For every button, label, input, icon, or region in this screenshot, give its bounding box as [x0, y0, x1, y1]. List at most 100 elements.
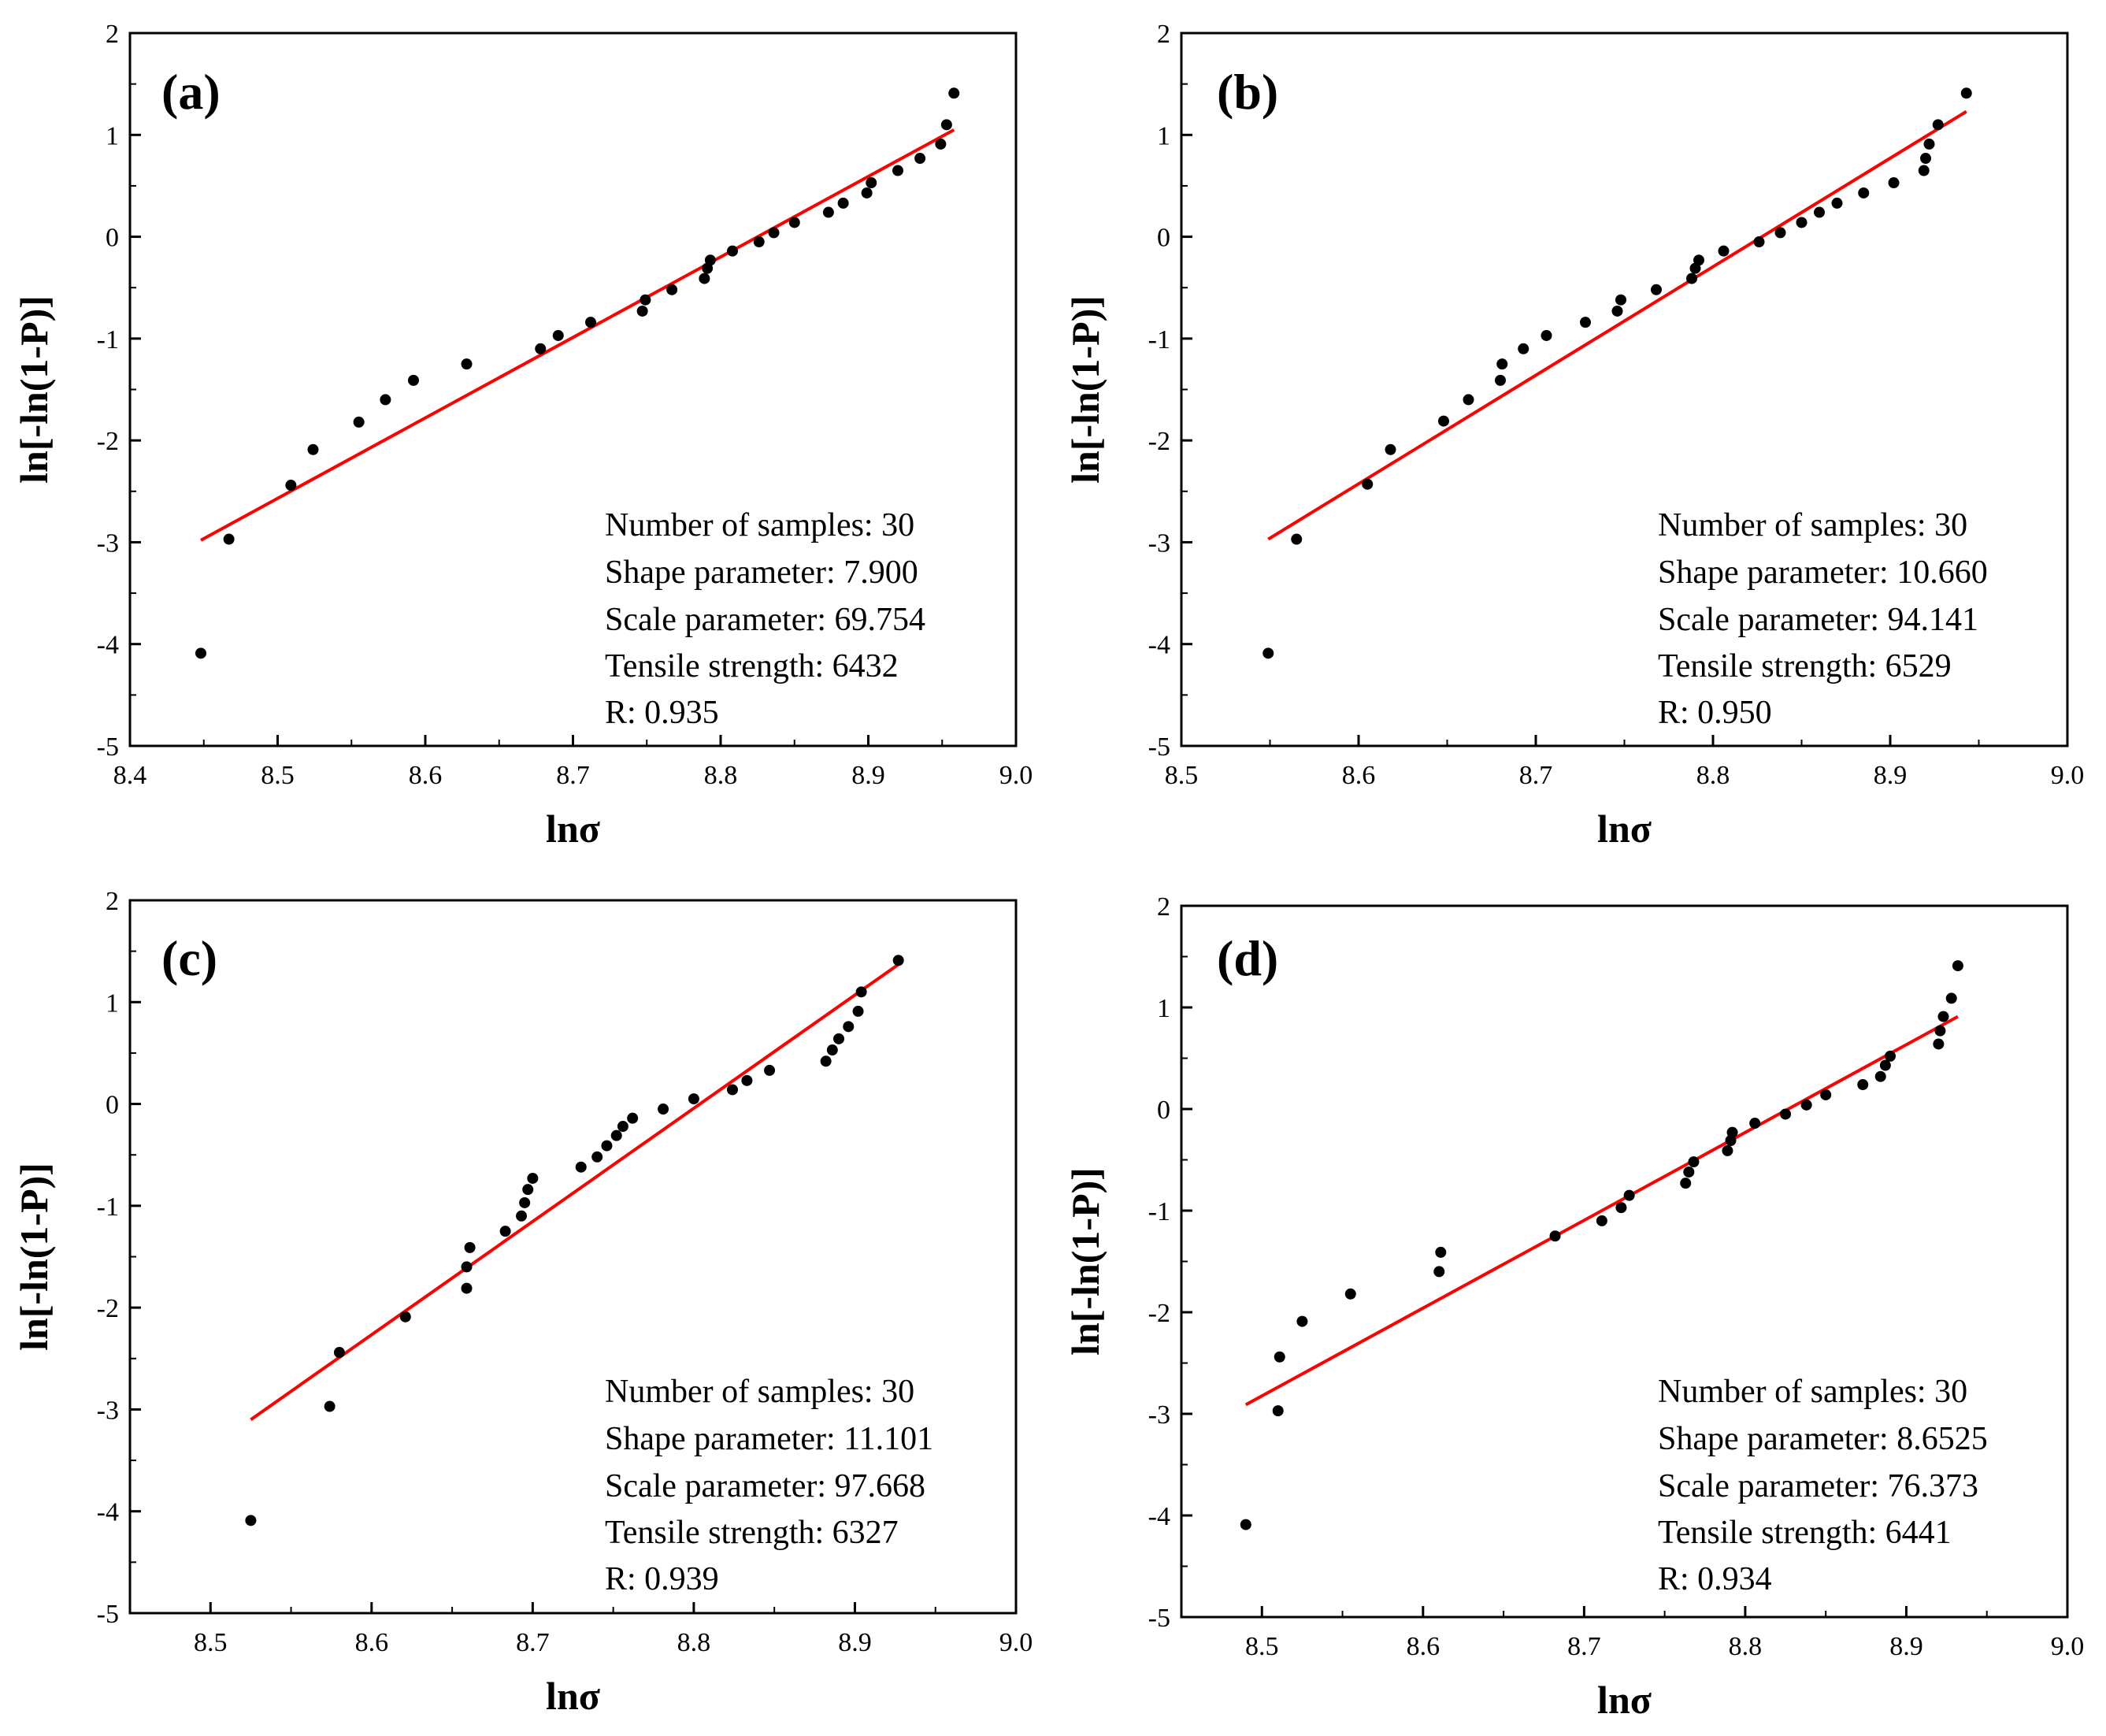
panel-label: (b)	[1217, 64, 1278, 120]
x-tick-label: 8.5	[261, 761, 295, 790]
x-tick-label: 8.8	[677, 1628, 711, 1657]
data-point	[324, 1400, 336, 1412]
data-point	[914, 153, 926, 165]
data-point	[753, 236, 765, 248]
data-point	[741, 1074, 753, 1086]
data-point	[1945, 992, 1957, 1004]
data-point	[1596, 1215, 1607, 1226]
data-point	[1814, 206, 1825, 218]
y-tick-label: -3	[1148, 529, 1170, 558]
y-tick-label: 2	[1157, 892, 1170, 922]
x-tick-label: 8.8	[1696, 761, 1730, 790]
x-tick-label: 8.9	[851, 761, 885, 790]
info-box: Number of samples: 30 Shape parameter: 1…	[1658, 507, 1988, 731]
data-point	[1680, 1178, 1692, 1189]
data-point	[1879, 1059, 1891, 1071]
data-point	[1920, 153, 1931, 165]
data-point	[1753, 236, 1765, 248]
data-point	[852, 1005, 864, 1017]
data-point	[727, 245, 738, 257]
data-point	[1749, 1118, 1761, 1130]
fit-line	[250, 963, 899, 1421]
panel-d: (d) Number of samples: 30 Shape paramete…	[1063, 892, 2084, 1722]
data-point	[223, 533, 235, 545]
data-point	[1774, 227, 1786, 239]
data-point	[1857, 1079, 1869, 1091]
info-box: Number of samples: 30 Shape parameter: 7…	[605, 507, 925, 731]
x-axis-title: lnσ	[546, 1674, 600, 1718]
data-point	[1495, 374, 1506, 386]
data-point	[1686, 273, 1697, 284]
data-point	[1918, 165, 1930, 176]
data-point	[636, 305, 648, 317]
y-tick-label: -1	[97, 1193, 119, 1222]
data-point	[591, 1151, 603, 1163]
panel-label: (c)	[161, 930, 217, 986]
data-point	[1541, 329, 1552, 341]
fit-line	[1267, 109, 1967, 541]
data-point	[333, 1347, 345, 1359]
info-box: Number of samples: 30 Shape parameter: 8…	[1658, 1374, 1988, 1597]
x-tick-label: 8.9	[1874, 761, 1908, 790]
data-point	[1800, 1099, 1812, 1111]
y-tick-label: -2	[97, 1294, 119, 1323]
data-point	[1820, 1089, 1832, 1100]
data-point	[1496, 358, 1508, 370]
data-point	[768, 227, 780, 239]
x-tick-label: 8.6	[1342, 761, 1376, 790]
data-point	[516, 1210, 528, 1222]
data-point	[833, 1033, 844, 1044]
y-tick-label: -4	[1148, 1502, 1170, 1531]
y-tick-label: -2	[1148, 1299, 1170, 1328]
y-tick-label: 0	[1157, 224, 1170, 253]
y-tick-label: -1	[1148, 1197, 1170, 1226]
data-point	[1960, 87, 1972, 99]
y-tick-label: -5	[97, 733, 119, 762]
data-point	[380, 394, 391, 406]
data-point	[1291, 533, 1303, 545]
info-shape-parameter: Shape parameter: 10.660	[1658, 555, 1988, 591]
panel-label: (d)	[1217, 930, 1278, 986]
data-point	[1615, 294, 1626, 306]
info-scale-parameter: Scale parameter: 76.373	[1658, 1468, 1978, 1504]
data-point	[1796, 217, 1808, 228]
info-scale-parameter: Scale parameter: 69.754	[605, 602, 925, 638]
y-tick-label: 2	[106, 887, 119, 916]
data-point	[1433, 1266, 1445, 1278]
data-point	[688, 1093, 699, 1105]
y-tick-label: 1	[106, 121, 119, 150]
data-point	[1780, 1108, 1792, 1120]
y-tick-label: -3	[97, 529, 119, 558]
y-axis-title: ln[-ln(1-P)]	[1063, 295, 1107, 484]
fit-line	[200, 128, 955, 542]
y-tick-label: -3	[97, 1396, 119, 1425]
data-point	[1435, 1246, 1447, 1258]
data-point	[948, 87, 960, 99]
data-point	[1272, 1405, 1284, 1417]
data-point	[195, 647, 206, 659]
data-point	[1885, 1050, 1896, 1062]
x-tick-label: 9.0	[2051, 1632, 2085, 1661]
y-tick-label: 0	[106, 224, 119, 253]
data-point	[1688, 1156, 1700, 1168]
info-samples: Number of samples: 30	[1658, 1374, 1967, 1410]
data-point	[1722, 1144, 1733, 1156]
data-point	[861, 187, 873, 198]
data-point	[1611, 305, 1623, 317]
data-point	[892, 165, 903, 176]
x-tick-label: 8.6	[355, 1628, 389, 1657]
data-point	[1385, 443, 1396, 455]
x-tick-label: 8.9	[1889, 1632, 1923, 1661]
data-point	[658, 1104, 669, 1115]
panel-c: (c) Number of samples: 30 Shape paramete…	[12, 887, 1033, 1718]
data-point	[837, 197, 849, 209]
data-point	[843, 1021, 855, 1033]
data-point	[855, 986, 867, 998]
info-box: Number of samples: 30 Shape parameter: 1…	[605, 1374, 933, 1597]
x-tick-label: 8.9	[838, 1628, 872, 1657]
x-tick-label: 8.8	[704, 761, 738, 790]
data-point	[940, 119, 952, 131]
x-tick-label: 8.7	[556, 761, 590, 790]
data-point	[408, 374, 419, 386]
